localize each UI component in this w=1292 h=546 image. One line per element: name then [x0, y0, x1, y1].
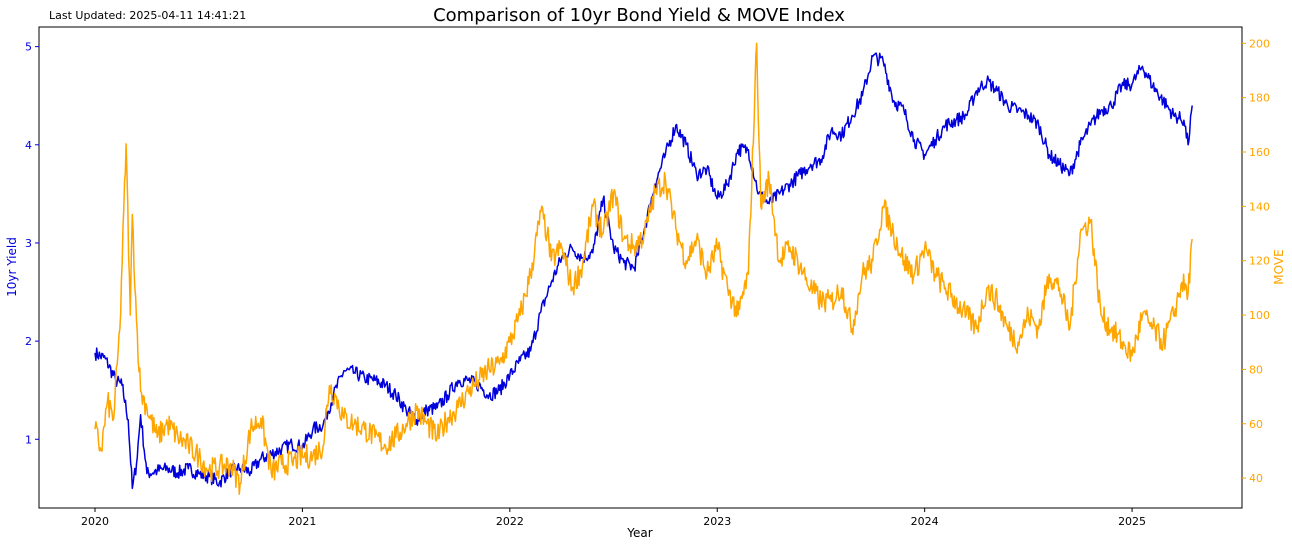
y-left-tick-label: 5	[25, 41, 32, 54]
y-axis-right: 40 60 80 100 120 140 160 180 200	[1242, 37, 1270, 485]
y-axis-right-label: MOVE	[1272, 249, 1286, 284]
y-axis-left-label: 10yr Yield	[5, 237, 19, 297]
y-left-tick-label: 2	[25, 335, 32, 348]
x-tick-label: 2024	[911, 515, 939, 528]
x-tick-label: 2021	[288, 515, 316, 528]
chart-title: Comparison of 10yr Bond Yield & MOVE Ind…	[433, 5, 845, 26]
y-left-tick-label: 3	[25, 237, 32, 250]
series-layer	[94, 42, 1193, 495]
y-right-tick-label: 140	[1249, 200, 1270, 213]
y-axis-left: 1 2 3 4 5	[25, 41, 39, 446]
x-tick-label: 2025	[1118, 515, 1146, 528]
x-axis-label: Year	[626, 526, 652, 540]
y-right-tick-label: 60	[1249, 418, 1263, 431]
y-right-tick-label: 80	[1249, 363, 1263, 376]
move-series-line	[94, 42, 1193, 495]
plot-area-frame	[38, 26, 1243, 509]
y-left-tick-label: 4	[25, 139, 32, 152]
yield-series-line	[94, 52, 1193, 490]
y-right-tick-label: 100	[1249, 309, 1270, 322]
y-right-tick-label: 160	[1249, 146, 1270, 159]
x-axis: 2020 2021 2022 2023 2024 2025	[81, 508, 1146, 528]
y-right-tick-label: 40	[1249, 472, 1263, 485]
y-right-tick-label: 180	[1249, 92, 1270, 105]
last-updated-text: Last Updated: 2025-04-11 14:41:21	[49, 9, 246, 22]
y-right-tick-label: 120	[1249, 255, 1270, 268]
y-right-tick-label: 200	[1249, 37, 1270, 50]
x-tick-label: 2023	[703, 515, 731, 528]
y-left-tick-label: 1	[25, 433, 32, 446]
x-tick-label: 2020	[81, 515, 109, 528]
x-tick-label: 2022	[496, 515, 524, 528]
